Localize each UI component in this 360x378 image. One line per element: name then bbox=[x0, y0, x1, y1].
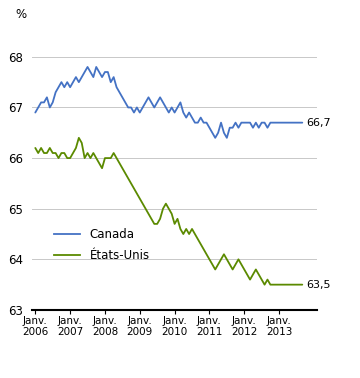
Text: 66,7: 66,7 bbox=[306, 118, 331, 128]
Text: 63,5: 63,5 bbox=[306, 280, 330, 290]
Text: %: % bbox=[15, 8, 27, 21]
Legend: Canada, États-Unis: Canada, États-Unis bbox=[50, 223, 155, 267]
